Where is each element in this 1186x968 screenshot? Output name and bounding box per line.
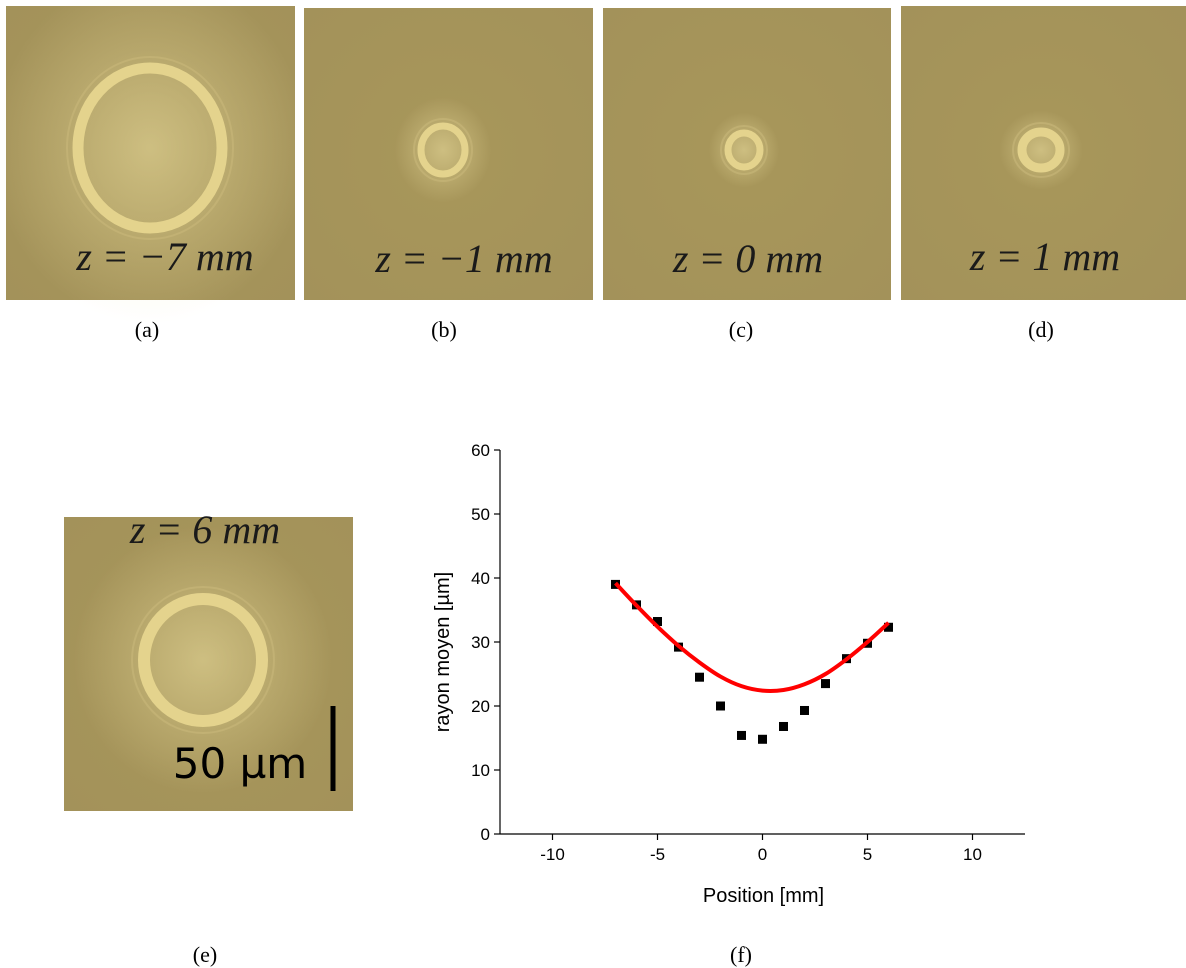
y-tick-label: 0 [481, 825, 490, 844]
scale-label: 50 µm [173, 739, 307, 788]
x-tick-label: -5 [650, 845, 665, 864]
ring-halo [131, 586, 275, 734]
ring [72, 62, 228, 234]
annotation: z = 1 mm [969, 234, 1120, 279]
x-tick-label: 5 [863, 845, 872, 864]
x-tick-label: 0 [758, 845, 767, 864]
ring-halo [1012, 122, 1070, 178]
x-tick-label: 10 [963, 845, 982, 864]
ring [138, 593, 268, 727]
y-tick-label: 10 [471, 761, 490, 780]
caption: (b) [431, 317, 457, 342]
data-point [800, 705, 809, 715]
ring-halo [720, 125, 768, 175]
data-point [779, 721, 788, 731]
annotation: z = 0 mm [672, 236, 823, 281]
caption: (f) [730, 942, 752, 967]
data-point [884, 622, 893, 632]
ring-glow [0, 0, 309, 324]
ring-glow [999, 110, 1083, 190]
y-tick-label: 60 [471, 441, 490, 460]
y-tick-label: 30 [471, 633, 490, 652]
annotation: z = −1 mm [374, 236, 552, 281]
ring-halo [66, 56, 234, 240]
x-axis-label: Position [mm] [703, 885, 824, 907]
data-point [821, 679, 830, 689]
y-axis-label: rayon moyen [µm] [432, 572, 454, 732]
data-point [737, 730, 746, 740]
data-point [695, 672, 704, 682]
caption: (d) [1028, 317, 1054, 342]
annotation: z = −7 mm [75, 234, 253, 279]
fit-curve [614, 581, 890, 693]
y-tick-label: 20 [471, 697, 490, 716]
ring [417, 122, 469, 178]
ring-glow [708, 112, 780, 188]
ring [724, 129, 764, 171]
data-point [758, 734, 767, 744]
caption: (e) [193, 942, 217, 967]
x-tick-label: -10 [540, 845, 565, 864]
y-tick-label: 50 [471, 505, 490, 524]
ring-glow [394, 97, 492, 203]
ring [1017, 127, 1065, 173]
caption: (a) [135, 317, 159, 342]
caption: (c) [729, 317, 753, 342]
data-point [653, 617, 662, 627]
annotation: z = 6 mm [129, 507, 280, 552]
ring-halo [413, 118, 473, 182]
ring-glow [73, 525, 333, 795]
y-tick-label: 40 [471, 569, 490, 588]
data-point [716, 701, 725, 711]
